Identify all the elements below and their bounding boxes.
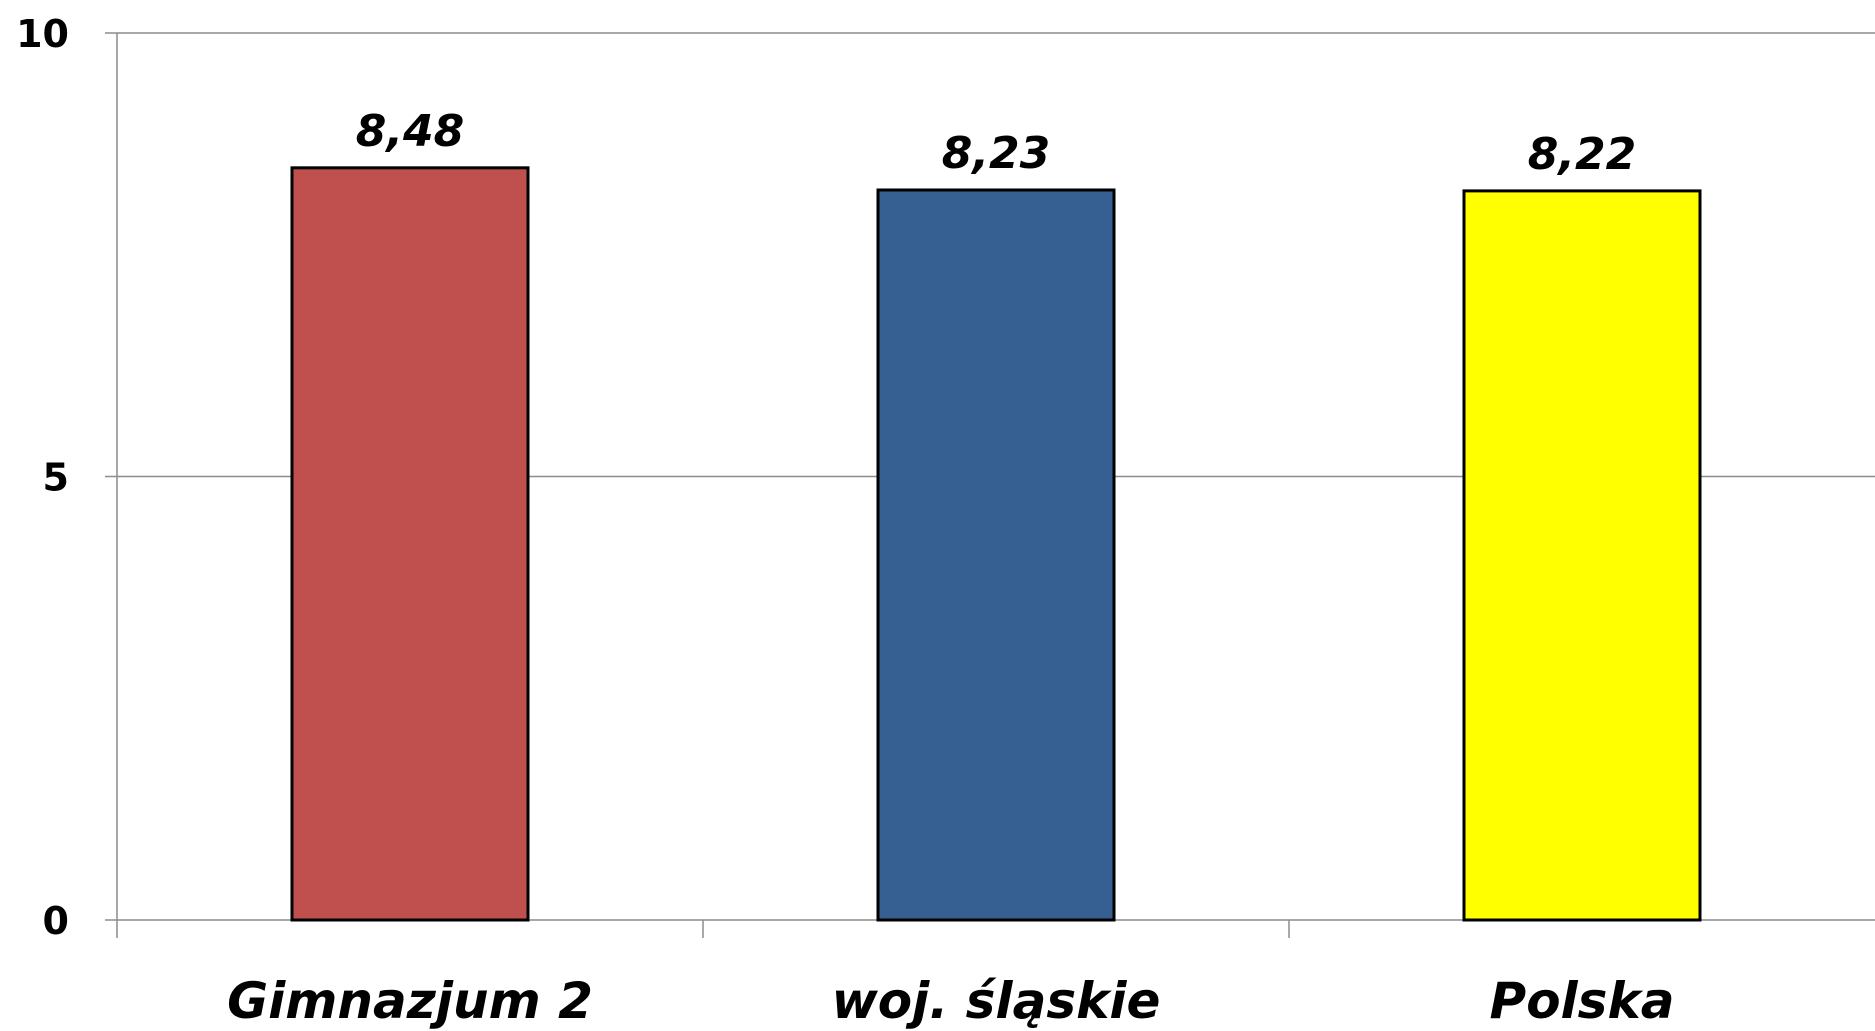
bar-2 xyxy=(876,188,1116,922)
labels: 0 5 10 8,48 Gimnazjum 2 8,23 woj. śląskie 8,22 P… xyxy=(16,12,1674,1030)
y-tick-label: 5 xyxy=(43,456,69,500)
bars xyxy=(290,166,1702,922)
x-category-label: Polska xyxy=(1490,972,1675,1030)
x-category-label: woj. śląskie xyxy=(832,972,1161,1030)
bar-1 xyxy=(290,166,530,922)
data-label: 8,48 xyxy=(356,106,465,157)
data-label: 8,23 xyxy=(942,128,1051,179)
y-tick-label: 0 xyxy=(43,899,69,943)
bar-3 xyxy=(1462,189,1702,922)
data-label: 8,22 xyxy=(1528,129,1637,180)
y-tick-label: 10 xyxy=(16,12,69,56)
x-category-label: Gimnazjum 2 xyxy=(227,972,593,1030)
